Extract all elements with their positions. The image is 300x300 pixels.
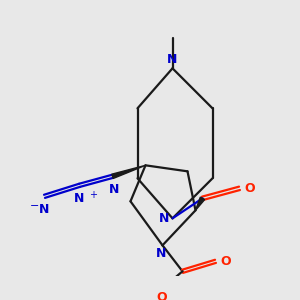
Text: O: O <box>244 182 255 195</box>
Text: O: O <box>220 255 231 268</box>
Text: N: N <box>109 183 119 196</box>
Text: N: N <box>156 247 166 260</box>
Text: N: N <box>167 53 178 66</box>
Text: N: N <box>74 192 85 205</box>
Text: −: − <box>30 201 40 211</box>
Text: N: N <box>39 202 50 216</box>
Polygon shape <box>196 197 205 210</box>
Polygon shape <box>112 165 146 178</box>
Text: N: N <box>158 212 169 225</box>
Text: +: + <box>89 190 98 200</box>
Text: O: O <box>156 291 166 300</box>
